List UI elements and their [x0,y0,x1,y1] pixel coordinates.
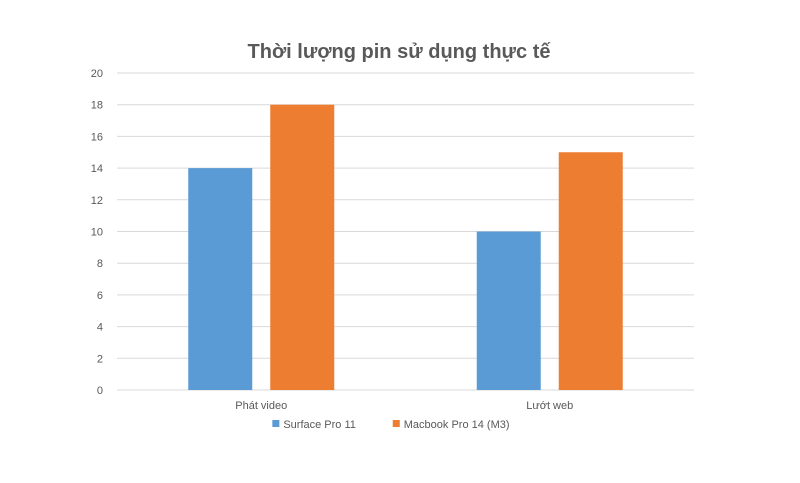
bar [188,168,253,390]
bars [188,104,623,390]
legend-item: Macbook Pro 14 (M3) [392,419,510,431]
x-category-label: Phát video [235,400,287,412]
legend-label: Macbook Pro 14 (M3) [404,419,510,431]
y-tick-label: 8 [97,258,103,270]
bar [558,152,623,390]
chart-title: Thời lượng pin sử dụng thực tế [248,41,552,63]
y-tick-label: 12 [91,195,103,207]
legend-swatch [272,420,280,427]
legend-swatch [392,420,400,427]
y-tick-label: 6 [97,290,103,302]
y-tick-label: 18 [91,100,103,112]
y-tick-label: 20 [91,68,103,80]
y-tick-label: 0 [97,385,103,397]
y-tick-label: 2 [97,353,103,365]
y-tick-label: 10 [91,227,103,239]
bar [270,104,335,390]
y-tick-label: 14 [91,163,103,175]
legend: Surface Pro 11 Macbook Pro 14 (M3) [272,419,510,431]
legend-item: Surface Pro 11 [272,419,356,431]
x-axis-categories: Phát video Lướt web [235,400,573,412]
legend-label: Surface Pro 11 [283,419,356,431]
y-tick-label: 16 [91,131,103,143]
y-tick-label: 4 [97,322,103,334]
y-axis-ticks: 0 2 4 6 8 10 12 14 16 18 20 [91,68,103,397]
x-category-label: Lướt web [526,400,573,412]
bar [476,231,541,390]
